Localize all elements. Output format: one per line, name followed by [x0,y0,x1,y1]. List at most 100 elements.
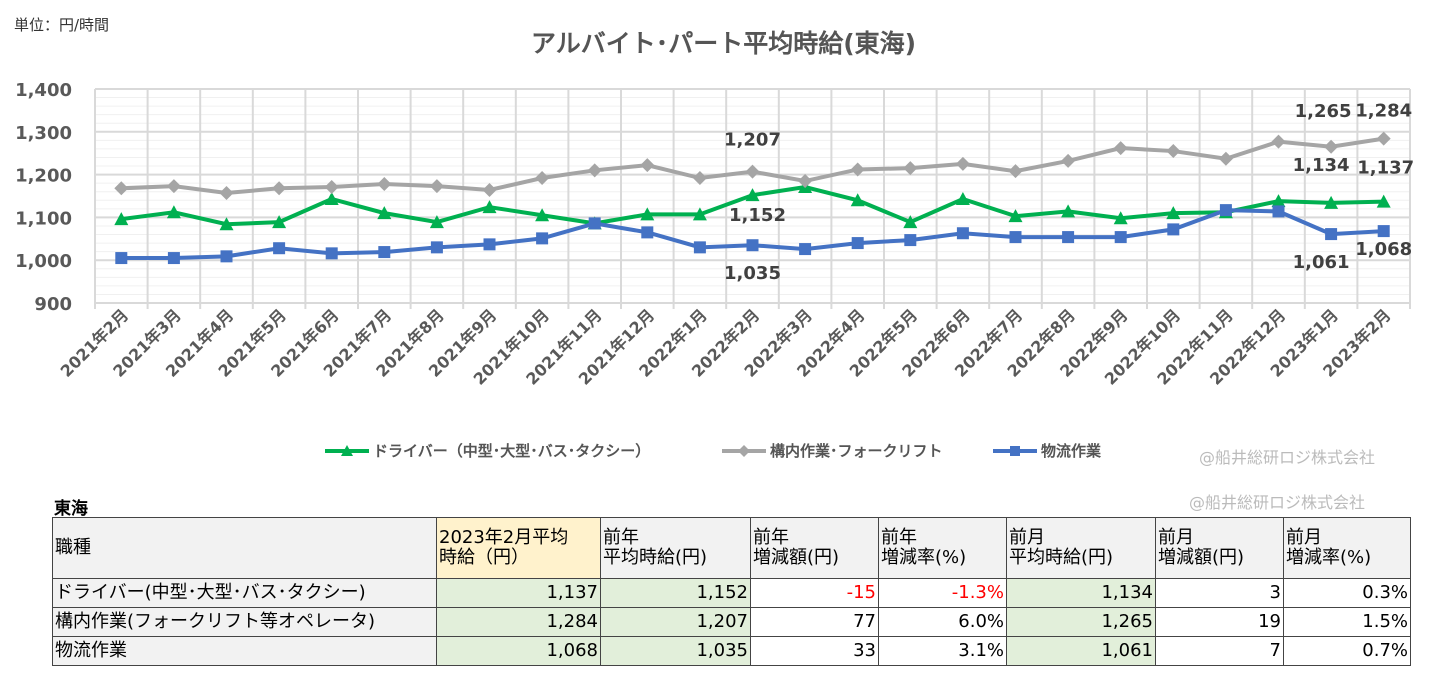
table-header-cell: 前月 増減率(%) [1283,517,1411,579]
data-point-triangle [1061,204,1076,218]
legend-item-driver: ドライバー（中型･大型･バス･タクシー） [325,440,650,461]
table-header-row: 職種 2023年2月平均 時給（円） 前年 平均時給(円) 前年 増減額(円) 前年 増減率(%… [52,517,1411,579]
table-cell: 1,035 [600,636,751,666]
data-point-square [273,242,286,255]
line-chart: 9001,0001,1001,2001,3001,4002021年2月2021年… [15,80,1414,389]
data-point-square [641,226,654,239]
data-point-square [1009,231,1022,244]
data-point-square [325,247,338,260]
data-point-diamond [219,186,234,201]
job-type-cell: 物流作業 [52,636,437,666]
data-label: 1,265 [1295,101,1352,122]
table-header-cell: 前年 平均時給(円) [600,517,751,579]
data-label: 1,137 [1357,158,1414,179]
table-region-title: 東海 [54,499,88,519]
data-point-triangle [1166,206,1181,220]
y-tick-label: 1,000 [15,251,72,272]
data-point-triangle [429,215,444,229]
data-point-square [693,241,706,254]
table-cell: 0.3% [1283,578,1411,608]
data-point-diamond [482,183,497,198]
legend-label: ドライバー（中型･大型･バス･タクシー） [373,442,651,460]
data-point-diamond [587,163,602,178]
data-label: 1,284 [1355,101,1412,122]
data-point-triangle [692,207,707,221]
table-cell: 3.1% [878,636,1007,666]
y-tick-label: 1,400 [15,80,72,101]
data-point-diamond [272,181,287,196]
data-point-diamond [1376,131,1391,146]
data-label: 1,134 [1293,155,1350,176]
data-point-triangle [482,200,497,214]
table-cell: -1.3% [878,578,1007,608]
data-point-triangle [955,191,970,205]
legend-item-logistics: 物流作業 [993,440,1101,461]
table-cell: 33 [750,636,879,666]
unit-label: 単位：円/時間 [14,16,110,34]
data-point-diamond [429,179,444,194]
table-cell: 1,207 [600,607,751,637]
data-label: 1,068 [1355,239,1412,260]
data-point-square [1272,205,1285,218]
data-point-diamond [1113,141,1128,156]
data-point-diamond [1166,144,1181,159]
data-point-square [430,241,443,254]
data-point-diamond [692,171,707,186]
data-point-triangle [903,215,918,229]
data-point-diamond [1008,164,1023,179]
y-tick-label: 1,200 [15,166,72,187]
wage-table: 職種 2023年2月平均 時給（円） 前年 平均時給(円) 前年 増減額(円) 前年 増減率(%… [52,517,1411,666]
data-point-triangle [1324,195,1339,209]
data-point-square [1377,225,1390,238]
legend-diamond-icon [722,444,766,457]
table-cell: 1.5% [1283,607,1411,637]
data-point-diamond [1218,151,1233,166]
data-point-square [1325,228,1338,241]
data-point-triangle [219,217,234,231]
data-point-diamond [745,164,760,179]
data-point-square [851,237,864,250]
data-point-square [904,234,917,247]
data-point-diamond [798,174,813,189]
table-cell: 1,061 [1006,636,1156,666]
data-point-triangle [1376,194,1391,208]
table-header-cell: 職種 [52,517,437,579]
data-point-diamond [955,156,970,171]
data-point-square [378,246,391,259]
data-point-diamond [377,177,392,192]
data-label: 1,207 [724,130,781,151]
data-point-triangle [1008,209,1023,223]
data-point-diamond [903,161,918,176]
data-point-square [956,227,969,240]
table-cell: 1,134 [1006,578,1156,608]
data-point-triangle [166,205,181,219]
table-cell: -15 [750,578,879,608]
table-cell: 7 [1155,636,1284,666]
data-point-square [220,250,233,263]
data-point-triangle [850,193,865,207]
data-point-diamond [114,181,129,196]
data-point-diamond [1061,153,1076,168]
data-point-diamond [1324,139,1339,154]
data-point-square [536,232,549,245]
data-point-square [746,239,759,252]
data-point-square [167,252,180,265]
data-point-triangle [377,206,392,220]
table-row: ドライバー(中型･大型･バス･タクシー) 1,137 1,152 -15 -1.3% 1,… [52,578,1411,608]
data-point-triangle [324,191,339,205]
data-label: 1,061 [1293,252,1350,273]
job-type-cell: 構内作業(フォークリフト等オペレータ) [52,607,437,637]
y-tick-label: 900 [34,294,72,315]
watermark: @船井総研ロジ株式会社 [1189,493,1366,512]
y-tick-label: 1,100 [15,208,72,229]
table-cell: 19 [1155,607,1284,637]
data-point-square [1062,231,1075,244]
legend-label: 構内作業･フォークリフト [770,442,943,460]
table-row: 物流作業 1,068 1,035 33 3.1% 1,061 7 0.7% [52,636,1411,666]
legend-square-icon [993,445,1037,456]
data-point-triangle [1113,211,1128,225]
data-point-diamond [1271,134,1286,149]
data-point-diamond [850,162,865,177]
data-point-triangle [535,208,550,222]
chart-title: アルバイト･パート平均時給(東海) [530,29,917,58]
